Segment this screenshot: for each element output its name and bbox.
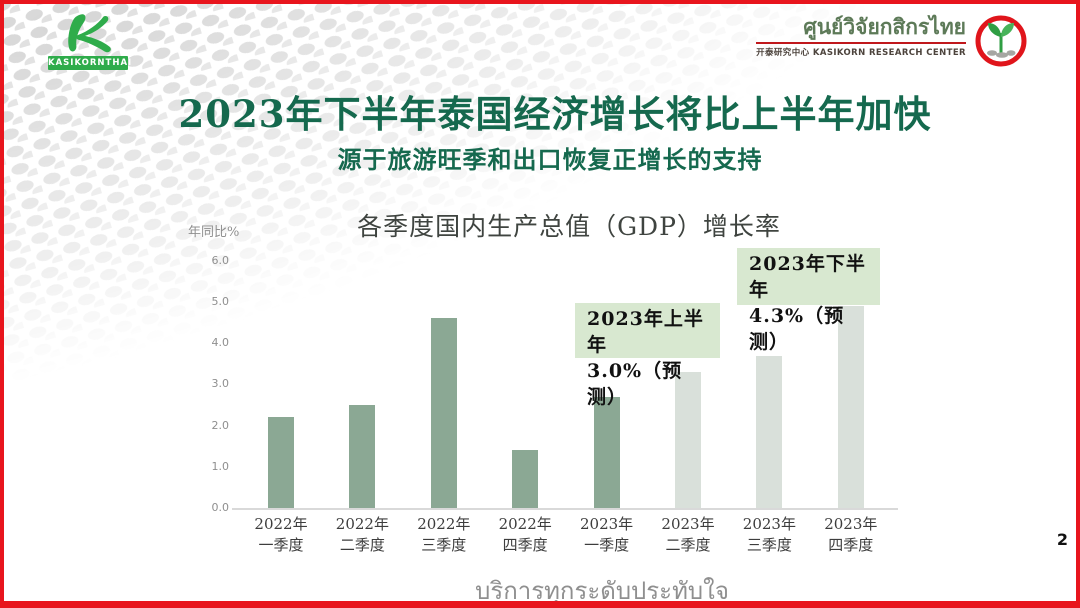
gdp-bar [593, 396, 620, 508]
annotation-2023-h1-forecast: 2023年上半年 3.0%（预测） [575, 303, 720, 408]
gdp-bar [430, 318, 457, 508]
research-center-text: ศูนย์วิจัยกสิกรไทย 开泰研究中心 KASIKORN RESEA… [756, 14, 966, 58]
gdp-bar [837, 306, 864, 508]
x-axis-label: 2023年 四季度 [824, 515, 878, 554]
thai-slogan: บริการทุกระดับประทับใจ [475, 577, 729, 605]
y-axis-label: 年同比% [188, 225, 240, 240]
y-axis-tick: 6.0 [211, 253, 230, 267]
y-axis-tick: 3.0 [211, 377, 230, 391]
y-axis-tick: 0.0 [211, 501, 230, 514]
research-center-thai-name: ศูนย์วิจัยกสิกรไทย [803, 15, 966, 39]
x-axis-label: 2023年 三季度 [742, 515, 796, 554]
research-center-logo: ศูนย์วิจัยกสิกรไทย 开泰研究中心 KASIKORN RESEA… [756, 14, 1028, 68]
gdp-bar [756, 355, 783, 508]
x-axis-label: 2022年 三季度 [417, 515, 471, 554]
red-rule [756, 42, 966, 44]
x-axis-label: 2022年 一季度 [254, 515, 308, 554]
gdp-bar [268, 417, 294, 508]
annotation-2023-h2-forecast: 2023年下半年 4.3%（预测） [737, 248, 880, 353]
x-axis-label: 2023年 二季度 [661, 515, 715, 554]
x-axis-label: 2022年 二季度 [335, 515, 389, 554]
sprout-icon [975, 15, 1027, 67]
y-axis-tick: 1.0 [211, 459, 230, 473]
slide-title: 2023年下半年泰国经济增长将比上半年加快 [178, 92, 932, 136]
gdp-bar [512, 450, 539, 508]
y-axis-tick: 2.0 [211, 418, 230, 432]
x-axis-label: 2022年 四季度 [498, 515, 552, 554]
x-axis-line [232, 508, 898, 510]
kasikornthai-logo: KASIKORNTHAI [48, 11, 133, 73]
y-axis-tick: 5.0 [211, 295, 230, 308]
k-brand-icon [68, 14, 111, 53]
gdp-bar [675, 372, 701, 508]
x-axis-label: 2023年 一季度 [580, 515, 634, 554]
research-center-caption: 开泰研究中心 KASIKORN RESEARCH CENTER [756, 48, 966, 58]
gdp-bar [349, 405, 376, 508]
y-axis-tick: 4.0 [211, 336, 230, 350]
kasikornthai-wordmark: KASIKORNTHAI [48, 56, 133, 70]
slide-subtitle: 源于旅游旺季和出口恢复正增长的支持 [337, 145, 763, 174]
chart-title: 各季度国内生产总值（GDP）增长率 [357, 212, 781, 241]
page-number: 2 [1056, 530, 1068, 549]
